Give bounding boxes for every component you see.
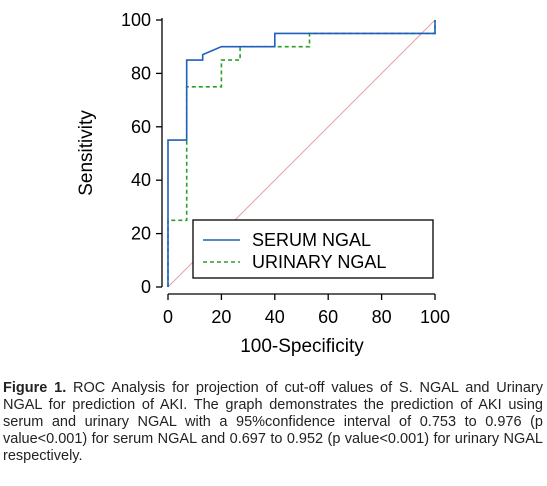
y-tick-label: 80 bbox=[131, 63, 151, 83]
y-tick-label: 40 bbox=[131, 170, 151, 190]
caption-label: Figure 1. bbox=[3, 380, 67, 396]
x-tick-label: 60 bbox=[318, 307, 338, 327]
y-tick-label: 20 bbox=[131, 224, 151, 244]
caption-text: ROC Analysis for projection of cut-off v… bbox=[3, 380, 544, 464]
x-axis-title: 100-Specificity bbox=[240, 336, 364, 357]
y-tick-label: 100 bbox=[121, 10, 151, 30]
x-tick-label: 20 bbox=[211, 307, 231, 327]
x-tick-label: 0 bbox=[163, 307, 173, 327]
x-tick-label: 80 bbox=[372, 307, 392, 327]
y-tick-label: 60 bbox=[131, 117, 151, 137]
x-tick-label: 100 bbox=[420, 307, 450, 327]
legend: SERUM NGAL URINARY NGAL bbox=[192, 219, 434, 279]
y-axis-title: Sensitivity bbox=[76, 110, 97, 196]
legend-box bbox=[192, 219, 434, 279]
roc-chart: 0 20 40 60 80 100 0 20 40 60 80 100 SERUM NGAL URIN… bbox=[76, 10, 450, 357]
legend-label-serum-ngal: SERUM NGAL bbox=[252, 230, 371, 250]
x-tick-label: 40 bbox=[265, 307, 285, 327]
figure-caption: Figure 1. ROC Analysis for projection of… bbox=[3, 380, 543, 465]
series-line-serum-ngal bbox=[167, 20, 436, 287]
axes: 0 20 40 60 80 100 0 20 40 60 80 100 bbox=[121, 10, 450, 327]
y-tick-label: 0 bbox=[141, 277, 151, 297]
legend-label-urinary-ngal: URINARY NGAL bbox=[252, 252, 386, 272]
